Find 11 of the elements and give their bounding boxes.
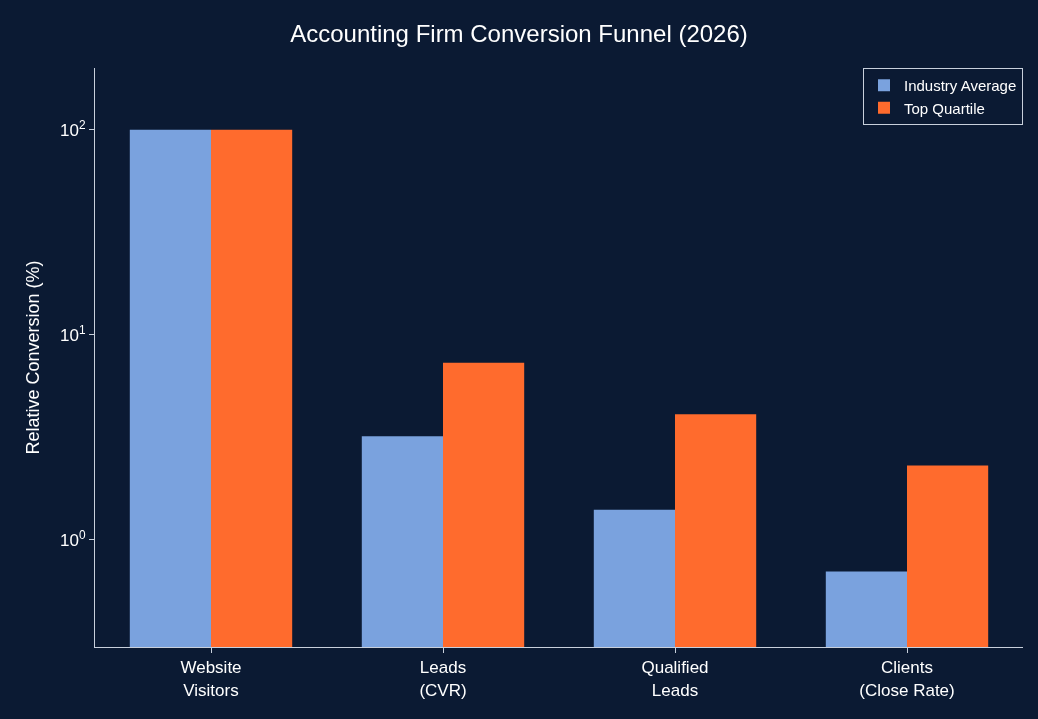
x-tick-label: Leads (CVR) [419, 658, 467, 700]
y-tick-label: 10$^{0}$ [60, 527, 86, 550]
x-tick-label: Clients (Close Rate) [859, 658, 955, 700]
legend-label: Top Quartile [904, 99, 985, 117]
y-tick-label: 10$^{2}$ [60, 117, 86, 140]
y-tick-label: 10$^{1}$ [60, 322, 86, 345]
x-tick-label: Website Visitors [180, 658, 242, 700]
x-tick-label: Qualified Leads [641, 658, 709, 700]
y-axis-title: Relative Conversion (%) [23, 260, 44, 455]
chart-title: Accounting Firm Conversion Funnel (2026) [290, 19, 748, 47]
legend-label: Industry Average [904, 77, 1017, 95]
